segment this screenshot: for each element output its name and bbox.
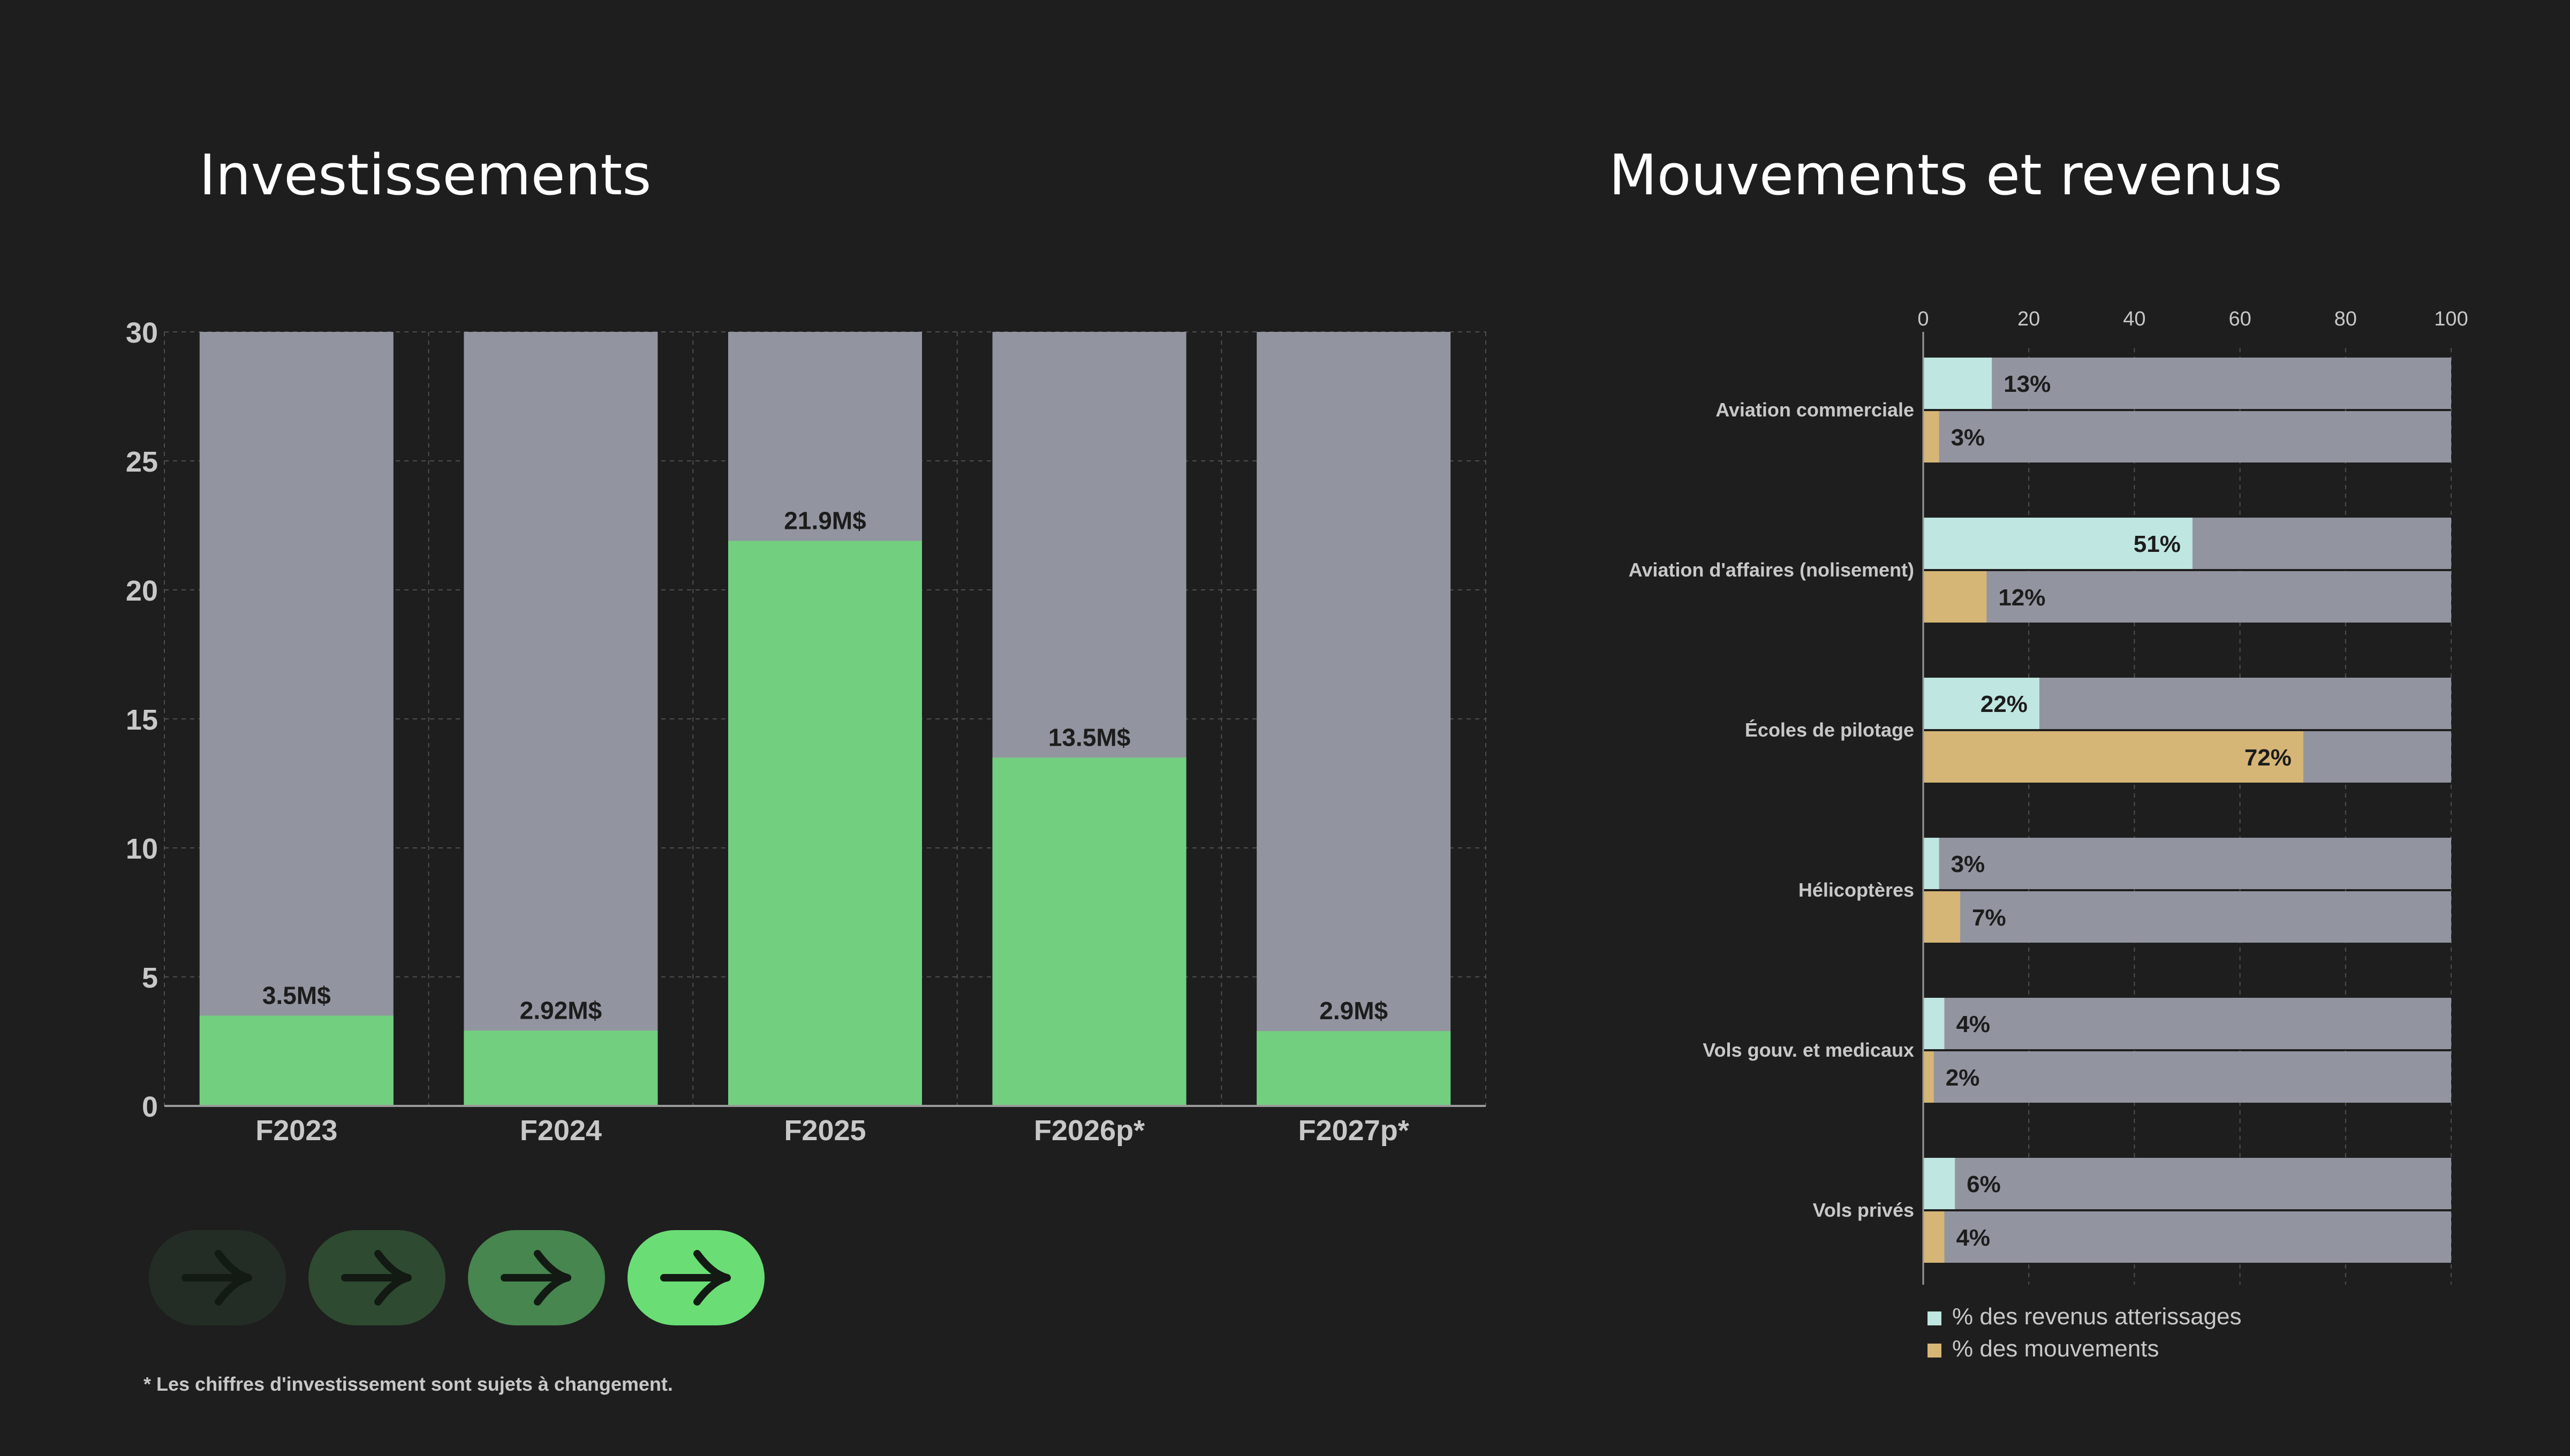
y-tick-label: 20 — [126, 575, 158, 607]
revenue-bar — [1923, 838, 1939, 889]
x-tick-label: 40 — [2123, 308, 2145, 330]
bar-background — [1923, 358, 2451, 409]
revenue-bar — [1923, 518, 2193, 569]
bar-value-label: 2% — [1946, 1065, 1980, 1091]
bar-value-label: 21.9M$ — [784, 506, 866, 534]
bar-value-label: 13% — [2004, 371, 2051, 397]
x-tick-label: 0 — [1917, 308, 1929, 330]
x-tick-label: 80 — [2334, 308, 2357, 330]
arrow-right-icon — [182, 1250, 252, 1306]
x-tick-label: 100 — [2434, 308, 2468, 330]
nav-button-3[interactable] — [468, 1230, 605, 1325]
nav-button-1[interactable] — [149, 1230, 286, 1325]
investment-bar — [199, 1015, 394, 1106]
bar-value-label: 2.92M$ — [520, 996, 602, 1024]
revenue-bar — [1923, 1158, 1955, 1209]
bar-background — [1923, 838, 2451, 889]
legend-label: % des mouvements — [1952, 1336, 2159, 1362]
x-tick-label: F2026p* — [1034, 1114, 1145, 1147]
x-tick-label: F2023 — [255, 1114, 337, 1147]
bar-value-label: 3% — [1951, 424, 1985, 451]
y-tick-label: Vols gouv. et medicaux — [1703, 1039, 1914, 1061]
investment-bar — [464, 1030, 658, 1106]
y-tick-label: Hélicoptères — [1798, 879, 1914, 901]
revenue-bar — [1923, 358, 1992, 409]
y-tick-label: 15 — [126, 704, 158, 736]
y-tick-label: 5 — [142, 962, 158, 994]
y-tick-label: 30 — [126, 317, 158, 349]
bar-value-label: 22% — [1981, 691, 2028, 717]
bar-background — [1923, 998, 2451, 1049]
bar-value-label: 51% — [2134, 531, 2181, 557]
investments-title: Investissements — [199, 142, 652, 208]
legend-swatch — [1928, 1311, 1941, 1325]
y-tick-label: Aviation d'affaires (nolisement) — [1629, 559, 1914, 581]
x-tick-label: 60 — [2228, 308, 2251, 330]
y-tick-label: 0 — [142, 1091, 158, 1123]
bar-value-label: 6% — [1967, 1171, 2001, 1197]
movement-bar — [1923, 1211, 1945, 1263]
investment-bar — [728, 541, 922, 1106]
arrow-right-icon — [501, 1250, 571, 1306]
y-tick-label: 25 — [126, 446, 158, 478]
y-tick-label: Écoles de pilotage — [1745, 719, 1914, 741]
bar-background — [1923, 1158, 2451, 1209]
movement-bar — [1923, 571, 1987, 623]
investment-footnote: * Les chiffres d'investissement sont suj… — [143, 1373, 673, 1395]
bar-value-label: 12% — [1998, 585, 2045, 611]
bar-background — [1923, 571, 2451, 623]
investment-bar — [1257, 1031, 1451, 1106]
legend-label: % des revenus atterissages — [1952, 1303, 2242, 1330]
bar-value-label: 7% — [1972, 905, 2006, 931]
nav-button-4[interactable] — [628, 1230, 765, 1325]
bar-value-label: 4% — [1956, 1011, 1990, 1037]
bar-value-label: 4% — [1956, 1225, 1990, 1251]
legend-swatch — [1928, 1344, 1941, 1358]
x-tick-label: F2027p* — [1298, 1114, 1409, 1147]
bar-background — [1923, 411, 2451, 462]
bar-background — [1923, 891, 2451, 943]
bar-value-label: 3% — [1951, 851, 1985, 877]
y-tick-label: 10 — [126, 833, 158, 865]
revenue-bar — [1923, 678, 2039, 729]
bar-value-label: 2.9M$ — [1319, 997, 1388, 1025]
x-tick-label: 20 — [2017, 308, 2040, 330]
movement-bar — [1923, 731, 2303, 783]
bar-value-label: 3.5M$ — [262, 981, 331, 1009]
arrow-right-icon — [341, 1250, 412, 1306]
revenue-bar — [1923, 998, 1945, 1049]
bar-background — [1923, 1051, 2451, 1103]
nav-button-2[interactable] — [308, 1230, 445, 1325]
y-tick-label: Vols privés — [1813, 1199, 1914, 1221]
movement-bar — [1923, 891, 1961, 943]
movements-revenue-title: Mouvements et revenus — [1609, 142, 2282, 208]
investment-bar — [992, 757, 1186, 1106]
bar-background — [1923, 1211, 2451, 1263]
arrow-right-icon — [660, 1250, 731, 1306]
x-tick-label: F2025 — [784, 1114, 866, 1147]
nav-button-group — [149, 1230, 765, 1325]
movement-bar — [1923, 411, 1939, 462]
y-tick-label: Aviation commerciale — [1715, 399, 1914, 421]
movement-bar — [1923, 1051, 1934, 1103]
bar-background — [1257, 332, 1451, 1106]
bar-value-label: 72% — [2244, 745, 2292, 771]
bar-background — [199, 332, 394, 1106]
bar-value-label: 13.5M$ — [1048, 723, 1130, 751]
x-tick-label: F2024 — [520, 1114, 602, 1147]
bar-background — [464, 332, 658, 1106]
